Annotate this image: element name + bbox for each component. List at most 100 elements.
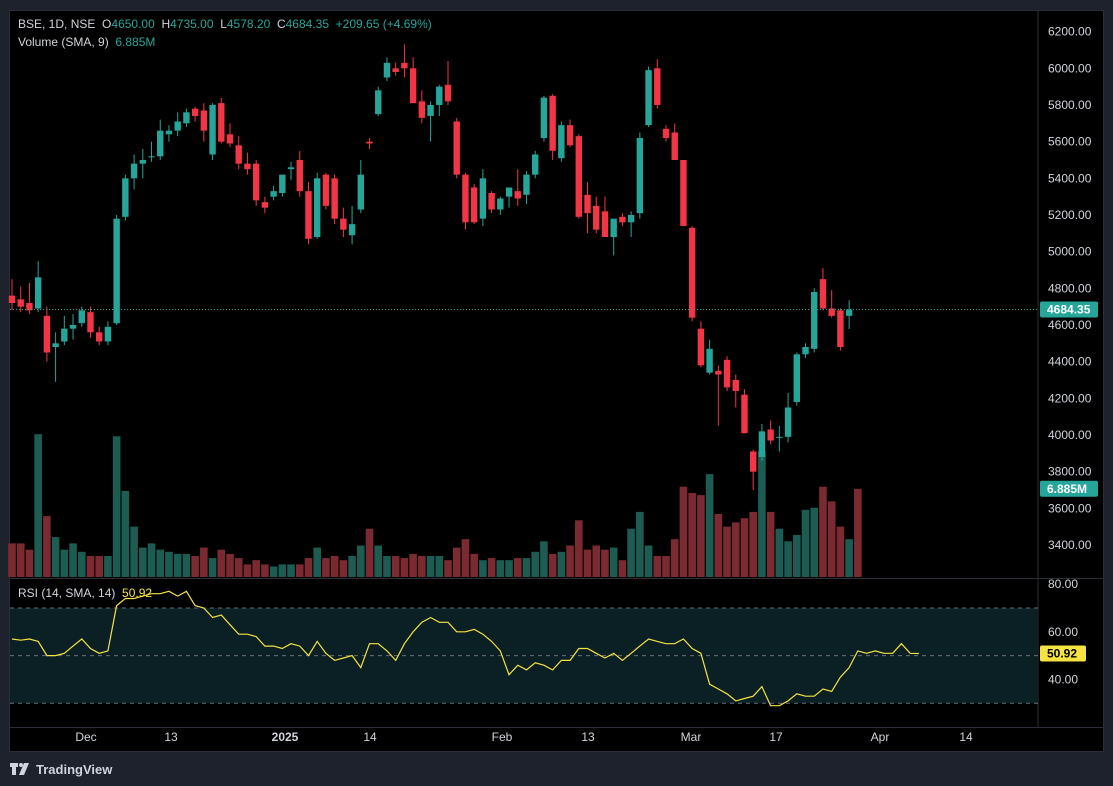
volume-bar [287,564,295,577]
candle-body [444,84,452,102]
volume-bar [575,520,583,577]
volume-bar [313,547,321,577]
candle [636,132,644,219]
candle [680,159,687,226]
candle [558,121,565,162]
candle [43,306,51,362]
candle-body [61,328,68,342]
candle-body [715,370,722,375]
tradingview-logo[interactable]: TradingView [10,760,112,778]
high-label: H [161,17,171,31]
volume-bar [670,539,679,577]
volume-bar [104,556,112,577]
candle-body [322,174,330,206]
volume-bar [182,553,191,577]
price-tick-label: 6000.00 [1048,61,1092,75]
candle [627,211,635,237]
volume-bar [60,549,69,577]
volume-bar [25,549,34,577]
volume-bar [200,547,208,577]
time-tick-label: Feb [492,730,513,744]
time-tick-label: 14 [363,730,377,744]
candle [366,137,373,149]
candle-body [706,348,713,373]
candle-body [383,62,391,78]
close-value: 4684.35 [285,17,329,31]
volume-bar [261,564,269,577]
time-tick-label: 14 [959,730,973,744]
candle-body [296,159,303,192]
candle-body [837,310,844,348]
low-label: L [220,17,227,31]
volume-bar [557,551,566,577]
candle-body [636,137,644,214]
candle [78,306,85,327]
volume-bar [383,556,391,577]
volume-bar [16,543,25,577]
candle-body [357,174,364,210]
candle-body [122,178,129,217]
candle-body [331,178,338,219]
volume-bar [51,537,60,577]
volume-bar [548,553,557,577]
candle [427,101,434,142]
candle-body [497,198,504,210]
volume-bar [819,486,827,577]
candle-body [627,214,635,223]
volume-bar [121,490,130,577]
time-tick-label: Mar [681,730,702,744]
volume-bar [522,558,531,577]
candle-body [113,218,120,324]
candle [375,86,382,116]
candle [348,205,356,245]
candle-body [52,343,59,348]
candle [270,185,277,201]
candle-body [593,205,600,230]
volume-bar [426,556,435,577]
close-label: C [276,17,286,31]
candle [340,207,347,237]
volume-bar [112,436,121,577]
candle [488,191,495,214]
candle-body [688,227,696,318]
volume-bar [304,558,313,577]
candle [305,181,312,245]
candle-body [148,156,155,158]
last-price-label: 4684.35 [1047,303,1091,317]
candle [540,95,548,142]
candle-body [418,101,426,118]
volume-bar [470,553,478,577]
candle-body [226,134,234,144]
candle-body [392,68,399,72]
volume-bar [374,545,383,577]
candle [331,174,338,225]
rsi-legend: RSI (14, SMA, 14) 50.92 [18,585,152,601]
candle-body [69,325,77,329]
candle-body [610,218,617,237]
price-tick-label: 4000.00 [1048,428,1092,442]
volume-bar [688,493,696,577]
candle-body [43,315,51,353]
volume-value-badge [1040,480,1098,497]
candle [741,389,748,434]
volume-bar [34,434,42,577]
volume-bar [566,545,574,577]
volume-bar [452,547,461,577]
candle [139,148,146,179]
volume-bar [130,526,138,577]
candle-body [401,62,408,69]
candle [750,449,757,491]
volume-bar [348,556,356,577]
time-tick-label: 13 [164,730,178,744]
volume-bar [435,556,444,577]
candle-body [130,163,138,179]
candle-body [741,394,748,434]
candle-body [793,354,800,403]
candle [819,268,827,311]
volume-bar [139,547,147,577]
price-tick-label: 5400.00 [1048,171,1092,185]
candle [497,196,504,215]
candle [584,181,591,234]
candle-body [514,191,521,199]
